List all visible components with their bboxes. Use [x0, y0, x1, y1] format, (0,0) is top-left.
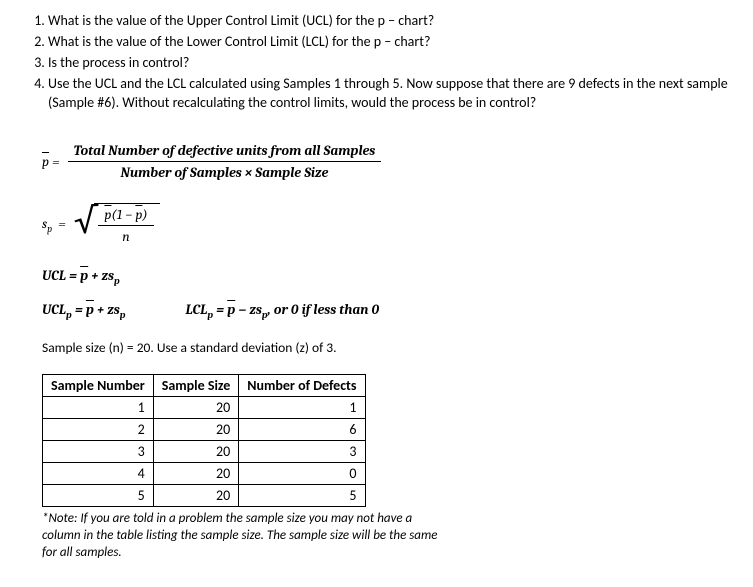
question-list: What is the value of the Upper Control L…: [20, 12, 733, 112]
sp-lhs: sp =: [42, 215, 66, 235]
sample-size-note: Sample size (n) = 20. Use a standard dev…: [42, 339, 733, 356]
sp-numerator: p(1 − p): [98, 206, 153, 226]
lclp-text: LCLp = p − zsp, or 0 if less than 0: [186, 301, 380, 321]
ucl-text: UCL = p + zsp: [42, 267, 120, 287]
question-4: Use the UCL and the LCL calculated using…: [48, 75, 733, 113]
table-row: 5 20 5: [43, 485, 366, 507]
question-2: What is the value of the Lower Control L…: [48, 33, 733, 52]
cell-sample-size: 20: [153, 397, 239, 419]
col-sample-number: Sample Number: [43, 375, 154, 397]
table-row: 1 20 1: [43, 397, 366, 419]
uclp-lclp-line: UCLp = p + zsp LCLp = p − zsp, or 0 if l…: [42, 301, 733, 321]
cell-defects: 0: [239, 463, 365, 485]
cell-defects: 3: [239, 441, 365, 463]
col-sample-size: Sample Size: [153, 375, 239, 397]
cell-sample-size: 20: [153, 463, 239, 485]
table-row: 3 20 3: [43, 441, 366, 463]
pbar-denominator: Number of Samples × Sample Size: [68, 162, 382, 181]
cell-sample-size: 20: [153, 485, 239, 507]
uclp-text: UCLp = p + zsp: [42, 301, 126, 321]
cell-sample-number: 3: [43, 441, 154, 463]
pbar-lhs: p =: [42, 153, 60, 170]
question-3: Is the process in control?: [48, 54, 733, 73]
formula-block: p = Total Number of defective units from…: [42, 142, 733, 321]
cell-sample-size: 20: [153, 441, 239, 463]
cell-sample-number: 2: [43, 419, 154, 441]
cell-defects: 5: [239, 485, 365, 507]
ucl-formula: UCL = p + zsp: [42, 267, 733, 287]
table-footnote: *Note: If you are told in a problem the …: [42, 511, 442, 562]
question-1: What is the value of the Upper Control L…: [48, 12, 733, 31]
cell-defects: 1: [239, 397, 365, 419]
sp-formula: sp = √ p(1 − p) n: [42, 203, 733, 245]
table-row: 4 20 0: [43, 463, 366, 485]
pbar-formula: p = Total Number of defective units from…: [42, 142, 733, 181]
cell-sample-number: 5: [43, 485, 154, 507]
cell-sample-number: 4: [43, 463, 154, 485]
cell-sample-number: 1: [43, 397, 154, 419]
sp-denominator: n: [98, 226, 153, 245]
defects-table: Sample Number Sample Size Number of Defe…: [42, 374, 366, 507]
pbar-numerator: Total Number of defective units from all…: [68, 142, 382, 162]
table-row: 2 20 6: [43, 419, 366, 441]
col-defects: Number of Defects: [239, 375, 365, 397]
cell-sample-size: 20: [153, 419, 239, 441]
cell-defects: 6: [239, 419, 365, 441]
